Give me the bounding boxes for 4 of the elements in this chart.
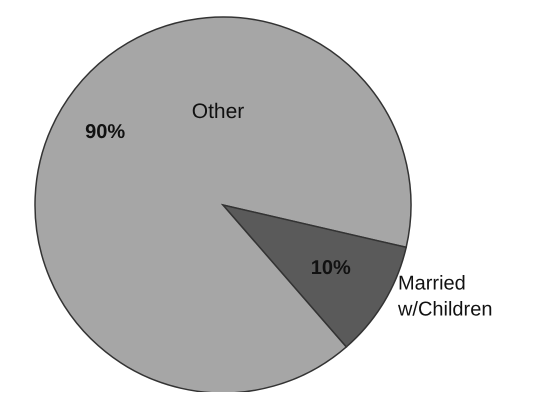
slice-label: Other — [192, 100, 244, 124]
slice-label: Married w/Children — [396, 272, 492, 321]
data-label: 10% — [310, 256, 352, 279]
data-label: 90% — [85, 121, 126, 144]
